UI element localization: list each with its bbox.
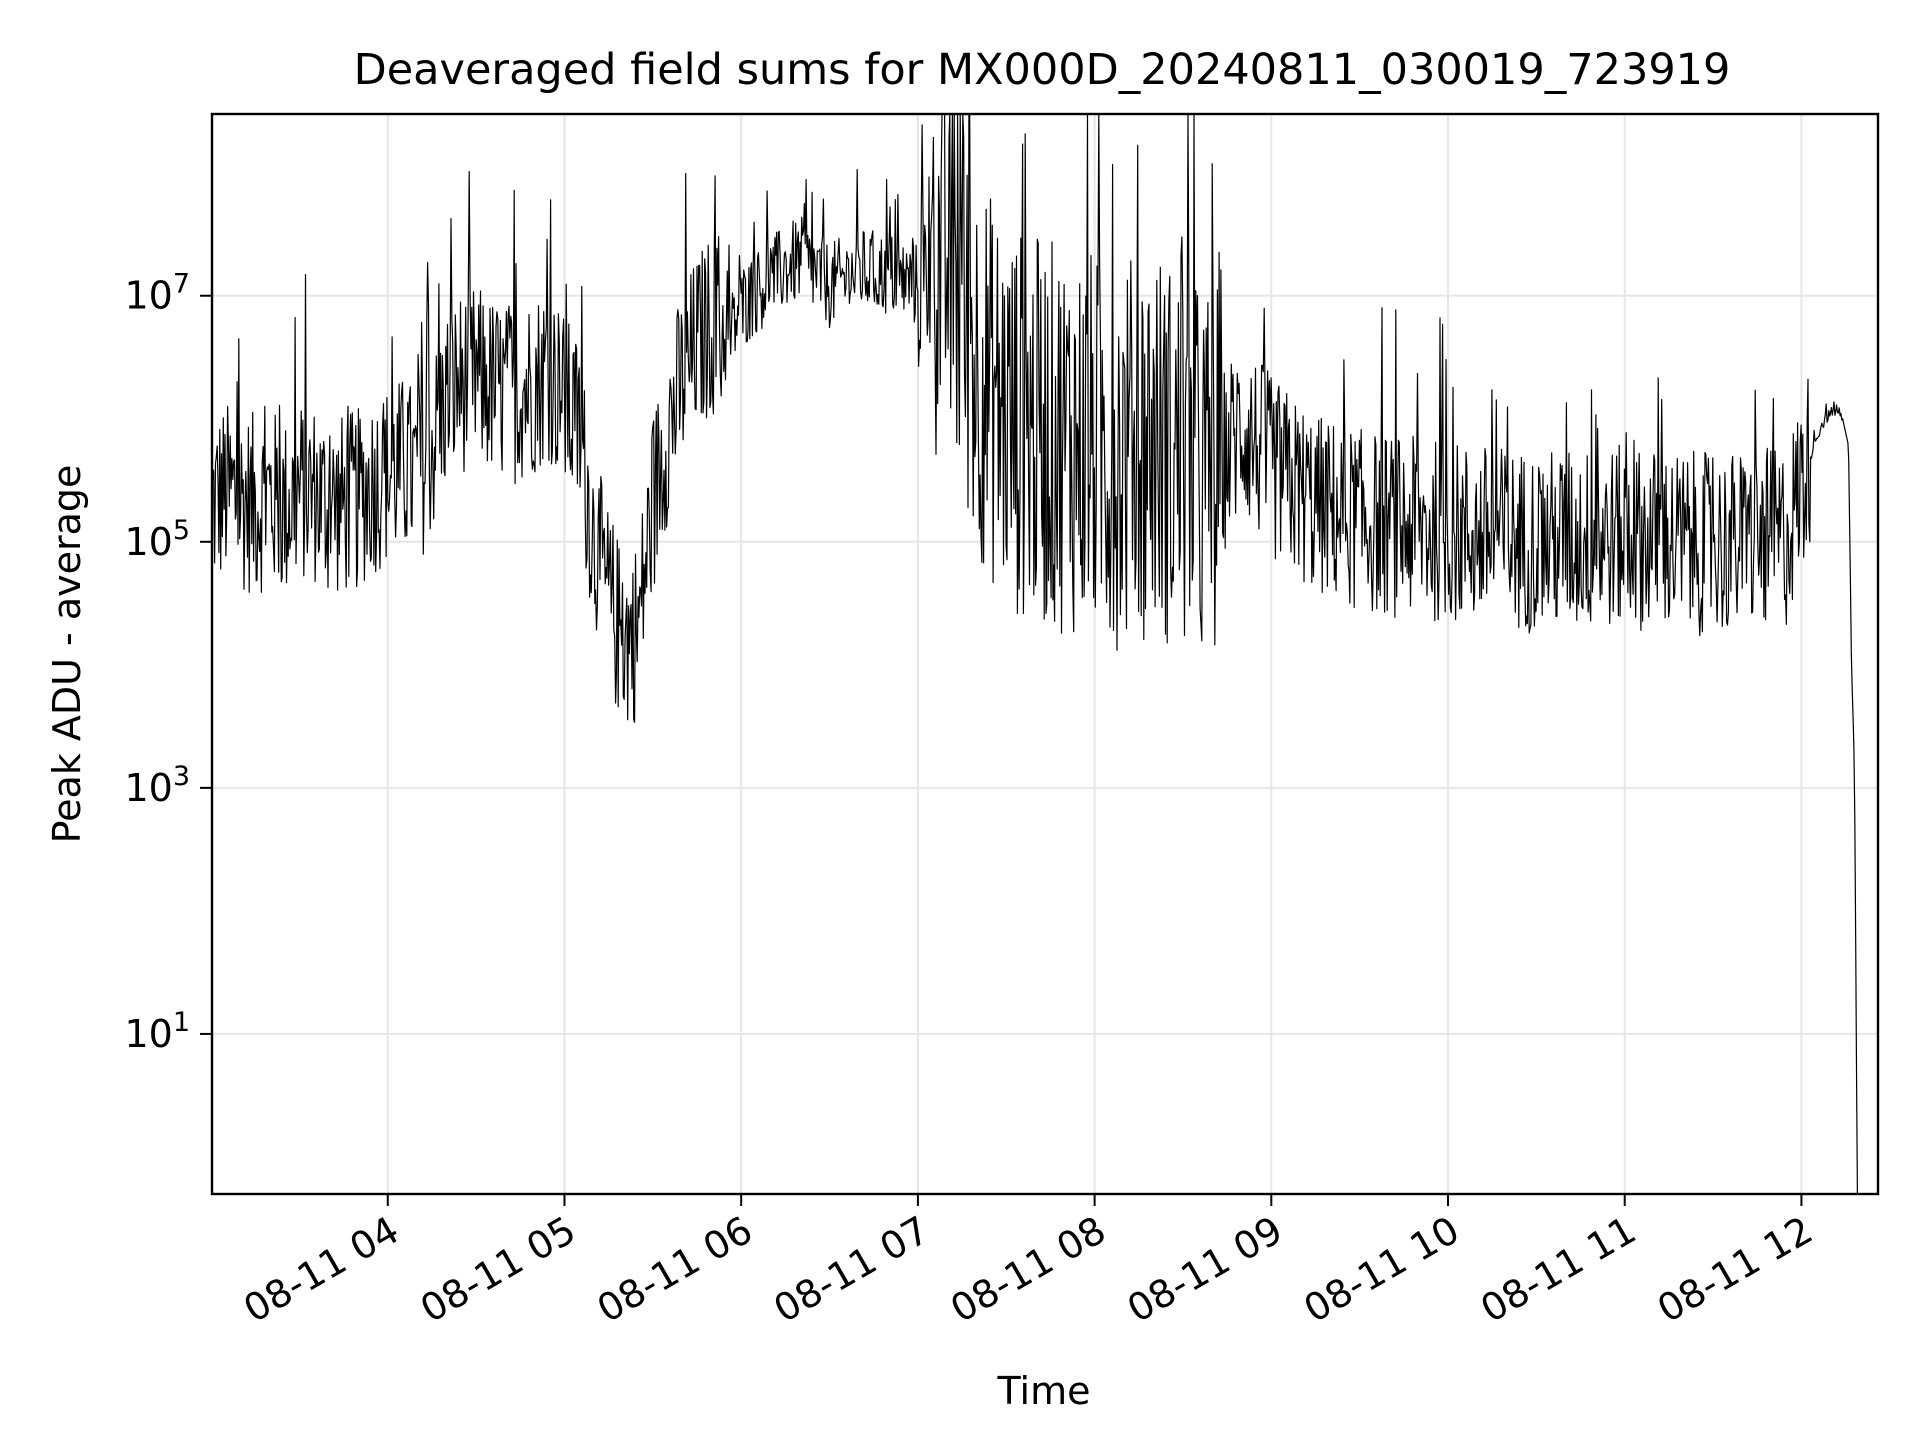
y-tick-label: 101 [124, 1007, 190, 1056]
y-axis-label: Peak ADU - average [45, 465, 89, 844]
plot-area [211, 113, 1858, 1195]
axes-frame [210, 112, 1880, 1196]
series-line [211, 113, 1858, 1195]
chart-title: Deaveraged field sums for MX000D_2024081… [354, 45, 1731, 95]
x-axis-label: Time [997, 1369, 1091, 1413]
y-tick-label: 105 [124, 515, 190, 564]
y-tick-label: 107 [124, 269, 190, 318]
y-axis-ticks: 101 103 105 107 [124, 269, 212, 1056]
gridlines [212, 114, 1878, 1194]
y-tick-label: 103 [124, 761, 190, 810]
